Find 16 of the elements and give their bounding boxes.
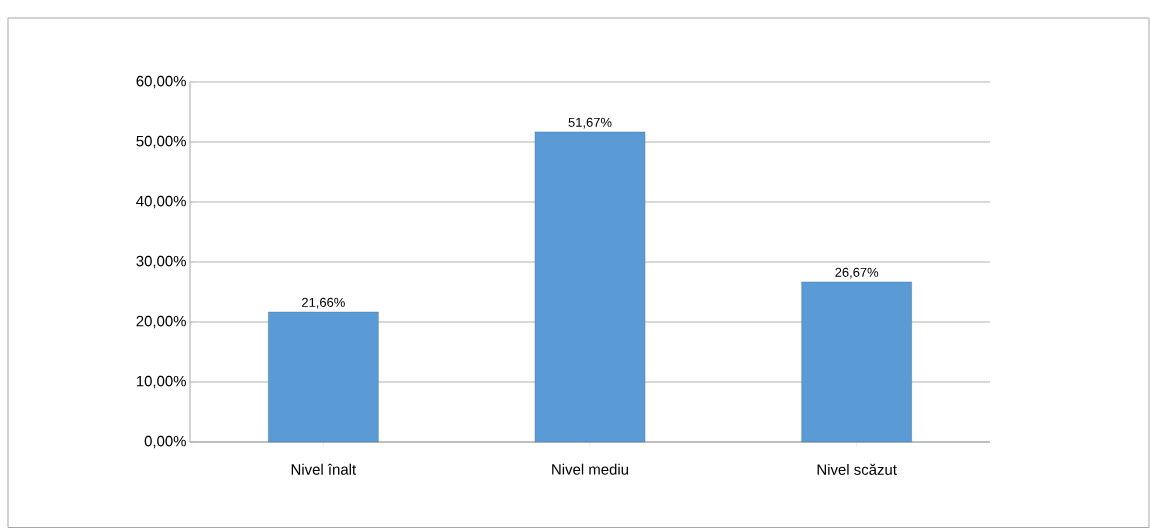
y-tick-label: 60,00% <box>136 75 186 89</box>
y-tick-label: 10,00% <box>136 375 186 389</box>
x-tick-label: Nivel scăzut <box>817 463 897 475</box>
y-tick-label: 0,00% <box>144 435 186 449</box>
x-tick-label: Nivel înalt <box>291 463 357 475</box>
y-tick-label: 30,00% <box>136 255 186 269</box>
y-tick-label: 20,00% <box>136 315 186 329</box>
bar <box>268 311 379 443</box>
data-label: 21,66% <box>302 297 345 309</box>
y-tick-label: 40,00% <box>136 195 186 209</box>
data-label: 51,67% <box>568 117 612 129</box>
bar <box>534 131 646 443</box>
y-tick-label: 50,00% <box>136 135 186 149</box>
bar <box>801 281 912 443</box>
data-label: 26,67% <box>835 267 879 279</box>
x-tick-label: Nivel mediu <box>552 463 629 475</box>
